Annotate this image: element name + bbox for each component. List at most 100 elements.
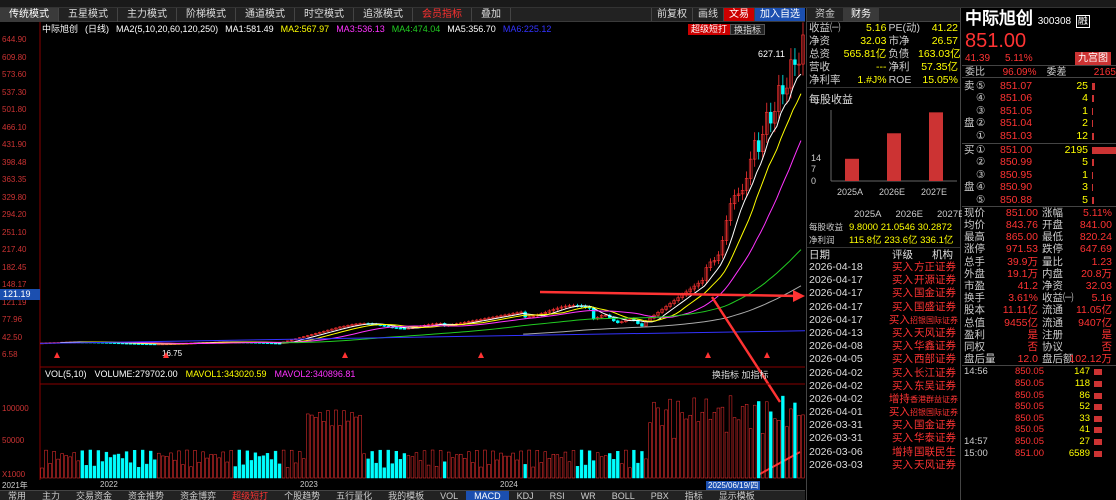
volume-bar xyxy=(515,459,519,479)
indicator-tab-3[interactable]: 资金推势 xyxy=(128,490,165,500)
eps-bar xyxy=(929,112,943,181)
book-row[interactable]: ④ 851.06 4 xyxy=(962,92,1116,104)
fund-value2: 57.35亿 xyxy=(921,61,958,73)
book-price: 850.88 xyxy=(1000,193,1033,206)
rating-action: 买入 xyxy=(892,274,913,287)
volume-bar xyxy=(604,455,608,479)
indicator-tab-17[interactable]: 显示模板 xyxy=(718,490,755,500)
indicator-tab-13[interactable]: WR xyxy=(580,490,596,500)
mode-tab-8[interactable]: 叠加 xyxy=(472,7,511,22)
super-short-button[interactable]: 超级短打 xyxy=(688,24,731,35)
indicator-tab-16[interactable]: 指标 xyxy=(684,490,703,500)
rating-row[interactable]: 2026-03-06 增持 国联民生 xyxy=(807,446,960,459)
rating-row[interactable]: 2026-04-08 买入 华鑫证券 xyxy=(807,340,960,353)
mode-tab-0[interactable]: 传统模式 xyxy=(0,7,59,22)
prev-restore-button[interactable]: 前复权 xyxy=(651,8,692,21)
rating-row[interactable]: 2026-04-13 买入 天风证券 xyxy=(807,327,960,340)
book-row[interactable]: ② 850.99 5 xyxy=(962,156,1116,168)
book-row[interactable]: 买 ① 851.00 2195 xyxy=(962,144,1116,156)
volume-bar xyxy=(330,425,334,479)
rating-row[interactable]: 2026-03-31 买入 国金证券 xyxy=(807,419,960,432)
volume-bar xyxy=(48,463,52,479)
rating-row[interactable]: 2026-03-31 买入 华泰证券 xyxy=(807,432,960,445)
mode-tab-6[interactable]: 追涨模式 xyxy=(354,7,413,22)
rating-row[interactable]: 2026-04-02 买入 东吴证券 xyxy=(807,380,960,393)
rating-action: 买入 xyxy=(892,419,913,432)
volume-bar xyxy=(149,450,153,479)
mode-tab-1[interactable]: 五星模式 xyxy=(59,7,118,22)
volume-bar xyxy=(257,456,262,479)
book-row[interactable]: 盘 ② 851.04 2 xyxy=(962,117,1116,129)
volume-indicator-buttons[interactable]: 换指标 加指标 xyxy=(712,370,769,380)
volume-bar xyxy=(732,417,737,479)
volume-bar xyxy=(442,461,447,479)
rating-row[interactable]: 2026-04-18 买入 方正证券 xyxy=(807,261,960,274)
candle-body xyxy=(487,317,491,320)
fund-tab-0[interactable]: 资金 xyxy=(815,9,835,20)
rating-row[interactable]: 2026-04-17 买入 国金证券 xyxy=(807,287,960,300)
stat-key: 现价 xyxy=(964,206,985,219)
indicator-tab-7[interactable]: 五行量化 xyxy=(336,490,373,500)
fund-key: 收益㈠ xyxy=(809,22,841,34)
rating-row[interactable]: 2026-04-17 买入 国盛证券 xyxy=(807,301,960,314)
candle-body xyxy=(676,297,680,301)
rating-row[interactable]: 2026-03-03 买入 天风证券 xyxy=(807,459,960,472)
stat-value: 9455亿 xyxy=(1004,316,1038,329)
book-row[interactable]: ③ 851.05 1 xyxy=(962,105,1116,117)
candle-body xyxy=(748,158,753,179)
volume-bar xyxy=(495,459,499,479)
indicator-tab-8[interactable]: 我的模板 xyxy=(388,490,425,500)
candle-body xyxy=(322,330,326,333)
add-watchlist-button[interactable]: 加入自选 xyxy=(754,8,805,21)
rating-row[interactable]: 2026-04-17 买入 招银国际证券 xyxy=(807,314,960,327)
volume-bar xyxy=(668,398,672,479)
mode-tab-2[interactable]: 主力模式 xyxy=(118,7,177,22)
rating-row[interactable]: 2026-04-02 买入 长江证券 xyxy=(807,367,960,380)
book-row[interactable]: 卖 ⑤ 851.07 25 xyxy=(962,80,1116,92)
candle-body xyxy=(467,321,471,323)
price-change-pct: 5.11% xyxy=(1005,53,1033,64)
fund-value: 5.16 xyxy=(866,22,887,34)
candle-body xyxy=(712,260,717,263)
indicator-tab-14[interactable]: BOLL xyxy=(611,490,635,500)
tick-volume: 52 xyxy=(1079,401,1090,413)
cmd-button[interactable]: 文易 xyxy=(723,8,754,21)
volume-bar xyxy=(302,458,306,479)
indicator-tab-1[interactable]: 主力 xyxy=(42,490,61,500)
candlestick-chart[interactable]: 627.11 16.75 xyxy=(0,22,805,480)
switch-indicator-button[interactable]: 换指标 xyxy=(730,24,766,35)
book-row[interactable]: ⑤ 850.88 5 xyxy=(962,194,1116,206)
rating-row[interactable]: 2026-04-17 买入 开源证券 xyxy=(807,274,960,287)
indicator-tab-5[interactable]: 超级短打 xyxy=(232,490,269,500)
indicator-tab-12[interactable]: RSI xyxy=(549,490,565,500)
time-axis: 2021年 2022 2023 2024 xyxy=(0,480,805,490)
stat-key2: 最低 xyxy=(1042,231,1063,244)
fund-key: 总资 xyxy=(809,48,830,60)
indicator-tab-0[interactable]: 常用 xyxy=(8,490,27,500)
book-row[interactable]: 盘 ④ 850.90 3 xyxy=(962,181,1116,193)
indicator-tab-4[interactable]: 资金博弈 xyxy=(180,490,217,500)
book-row[interactable]: ① 851.03 12 xyxy=(962,130,1116,142)
fund-key2: 市净 xyxy=(888,35,910,47)
draw-line-button[interactable]: 画线 xyxy=(692,8,723,21)
mode-tab-5[interactable]: 时空模式 xyxy=(295,7,354,22)
book-row[interactable]: ③ 850.95 1 xyxy=(962,169,1116,181)
rating-row[interactable]: 2026-04-05 买入 西部证券 xyxy=(807,353,960,366)
mode-tab-3[interactable]: 阶梯模式 xyxy=(177,7,236,22)
indicator-tab-15[interactable]: PBX xyxy=(650,490,669,500)
nine-grid-button[interactable]: 九宫图 xyxy=(1075,52,1111,65)
indicator-tab-10[interactable]: MACD xyxy=(466,490,509,500)
book-price: 851.03 xyxy=(1000,129,1033,142)
rating-row[interactable]: 2026-04-01 买入 招银国际证券 xyxy=(807,406,960,419)
mode-tab-4[interactable]: 通道模式 xyxy=(236,7,295,22)
indicator-tab-2[interactable]: 交易资金 xyxy=(76,490,113,500)
mode-tab-7[interactable]: 会员指标 xyxy=(413,7,472,22)
rating-row[interactable]: 2026-04-02 增持 香港群益证券 xyxy=(807,393,960,406)
signal-marker xyxy=(163,352,169,358)
fund-tab-1[interactable]: 财务 xyxy=(843,8,879,21)
candle-body xyxy=(761,134,765,152)
indicator-tab-9[interactable]: VOL xyxy=(440,490,459,500)
volume-bar xyxy=(116,453,121,479)
indicator-tab-6[interactable]: 个股趋势 xyxy=(284,490,321,500)
indicator-tab-11[interactable]: KDJ xyxy=(516,490,534,500)
